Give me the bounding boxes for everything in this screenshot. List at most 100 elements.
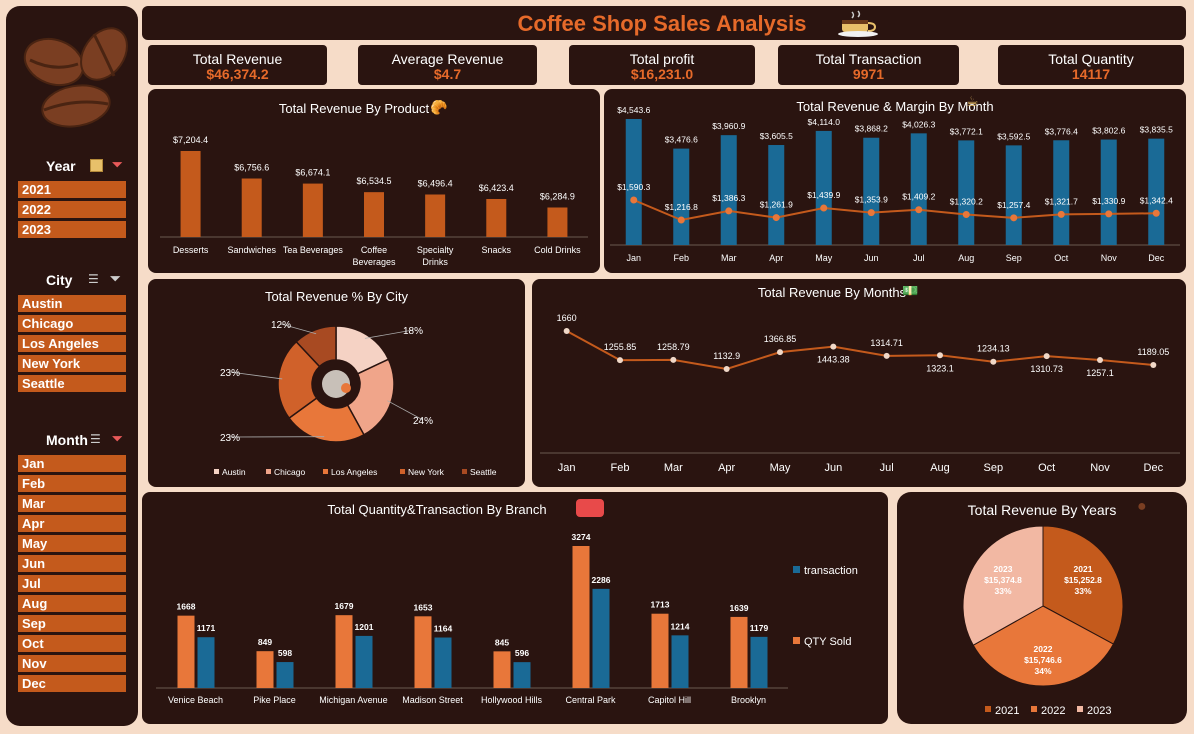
- year-slicer-item-2021[interactable]: 2021: [18, 181, 126, 198]
- tick-label: Sep: [1006, 253, 1022, 263]
- bar: [651, 613, 669, 688]
- margin-label: $1,320.2: [950, 196, 983, 206]
- month-slicer-item-jan[interactable]: Jan: [18, 455, 126, 472]
- slice-value: $15,252.8: [1064, 575, 1102, 585]
- legend-label: Austin: [222, 467, 246, 477]
- legend-label: 2022: [1041, 705, 1065, 717]
- month-slicer-item-dec[interactable]: Dec: [18, 675, 126, 692]
- data-label: 1201: [355, 622, 374, 632]
- tick-label: Cold Drinks: [534, 245, 581, 255]
- slice-percent: 34%: [1034, 666, 1051, 676]
- legend-label: 2021: [995, 705, 1019, 717]
- month-slicer-item-oct[interactable]: Oct: [18, 635, 126, 652]
- tick-label: Central Park: [565, 695, 616, 705]
- donut-slice: [295, 325, 337, 368]
- clear-filter-icon[interactable]: ⏷: [110, 271, 121, 286]
- month-slicer-item-nov[interactable]: Nov: [18, 655, 126, 672]
- margin-label: $1,590.3: [617, 182, 650, 192]
- bar: [486, 198, 507, 237]
- revenue-label: $3,772.1: [950, 126, 983, 136]
- margin-point: [915, 206, 923, 214]
- tick-label: Apr: [718, 462, 735, 474]
- margin-label: $1,321.7: [1045, 196, 1078, 206]
- multiselect-icon[interactable]: [90, 159, 103, 172]
- revenue-bar: [815, 130, 832, 245]
- data-label: 1179: [750, 623, 769, 633]
- tick-label: Jan: [558, 462, 576, 474]
- kpi-average-revenue: Average Revenue $4.7: [358, 45, 537, 85]
- legend-swatch: [1077, 706, 1083, 712]
- month-slicer-item-mar[interactable]: Mar: [18, 495, 126, 512]
- legend-swatch: [1031, 706, 1037, 712]
- month-slicer-item-sep[interactable]: Sep: [18, 615, 126, 632]
- data-point: [883, 352, 890, 359]
- data-label: 596: [515, 648, 529, 658]
- month-slicer-item-apr[interactable]: Apr: [18, 515, 126, 532]
- tick-label: Oct: [1038, 462, 1055, 474]
- city-slicer-item-los-angeles[interactable]: Los Angeles: [18, 335, 126, 352]
- multiselect-icon[interactable]: ☰: [90, 432, 101, 446]
- data-point: [777, 349, 783, 356]
- month-slicer-item-jun[interactable]: Jun: [18, 555, 126, 572]
- legend-label: Chicago: [274, 467, 305, 477]
- tick-label: Venice Beach: [168, 695, 223, 705]
- month-slicer-item-aug[interactable]: Aug: [18, 595, 126, 612]
- clear-filter-icon[interactable]: ⏷: [112, 157, 123, 172]
- margin-label: $1,330.9: [1092, 196, 1125, 206]
- bar: [513, 662, 531, 688]
- kpi-total-quantity: Total Quantity 14117: [998, 45, 1184, 85]
- bar: [364, 192, 384, 237]
- revenue-bar: [910, 133, 927, 245]
- bar: [276, 662, 294, 688]
- month-slicer-item-may[interactable]: May: [18, 535, 126, 552]
- year-slicer-item-2023[interactable]: 2023: [18, 221, 126, 238]
- coffee-beans-logo: [23, 27, 128, 128]
- data-point: [1043, 353, 1050, 360]
- multiselect-icon[interactable]: ☰: [88, 272, 99, 286]
- revenue-label: $4,026.3: [902, 119, 935, 129]
- tick-label: Aug: [958, 253, 974, 263]
- data-label: 12%: [271, 320, 291, 331]
- revenue-label: $4,543.6: [617, 105, 650, 115]
- margin-point: [962, 210, 970, 218]
- slice-percent: 33%: [1074, 586, 1091, 596]
- tick-label: Sep: [984, 462, 1004, 474]
- legend-swatch: [323, 469, 328, 474]
- bar: [547, 207, 568, 237]
- data-label: 1679: [335, 601, 354, 611]
- data-point: [937, 352, 943, 359]
- data-label: 1214: [671, 621, 690, 631]
- bar: [241, 178, 262, 237]
- city-slicer-item-seattle[interactable]: Seattle: [18, 375, 126, 392]
- tick-label: Mar: [664, 462, 683, 474]
- tick-label: Coffee: [361, 245, 387, 255]
- slice-category: 2021: [1074, 564, 1093, 574]
- slice-category: 2023: [994, 564, 1013, 574]
- pie-slice: [962, 525, 1044, 646]
- margin-point: [677, 216, 685, 224]
- data-point: [830, 343, 837, 350]
- month-slicer-item-jul[interactable]: Jul: [18, 575, 126, 592]
- margin-label: $1,353.9: [855, 195, 888, 205]
- donut-slice: [288, 397, 365, 443]
- kpi-label: Total Transaction: [815, 51, 922, 67]
- revenue-by-years-chart: 2021$15,252.833%2022$15,746.634%2023$15,…: [962, 525, 1124, 717]
- margin-label: $1,261.9: [760, 200, 793, 210]
- year-slicer-item-2022[interactable]: 2022: [18, 201, 126, 218]
- legend-label: Los Angeles: [331, 467, 377, 477]
- data-label: 1255.85: [604, 342, 637, 352]
- tick-label: Michigan Avenue: [319, 695, 387, 705]
- revenue-bar: [958, 140, 975, 245]
- data-point: [990, 358, 997, 365]
- data-label: 1323.1: [926, 363, 954, 373]
- city-slicer-item-chicago[interactable]: Chicago: [18, 315, 126, 332]
- month-slicer-item-feb[interactable]: Feb: [18, 475, 126, 492]
- data-label: 1653: [414, 602, 433, 612]
- bar: [434, 637, 452, 688]
- clear-filter-icon[interactable]: ⏷: [112, 431, 123, 446]
- coffee-bean-icon: ●: [1137, 498, 1147, 515]
- city-slicer-item-austin[interactable]: Austin: [18, 295, 126, 312]
- bar: [177, 615, 195, 688]
- city-slicer-item-new-york[interactable]: New York: [18, 355, 126, 372]
- legend-label: New York: [408, 467, 445, 477]
